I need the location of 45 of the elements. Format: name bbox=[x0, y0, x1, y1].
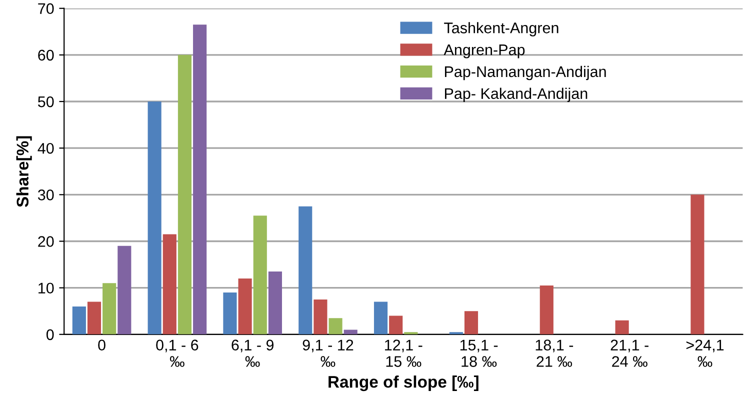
y-tick-label: 50 bbox=[38, 96, 54, 108]
bar bbox=[389, 316, 403, 334]
bar bbox=[298, 206, 312, 334]
x-tick-label: 0 bbox=[98, 340, 106, 350]
x-tick-label: 12,1 - 15 ‰ bbox=[385, 340, 422, 367]
y-tick-label: 40 bbox=[38, 142, 54, 154]
bar bbox=[118, 246, 132, 334]
bar bbox=[102, 283, 116, 334]
legend-label: Pap- Kakand-Andijan bbox=[444, 88, 588, 102]
x-tick-label: 15,1 - 18 ‰ bbox=[460, 340, 498, 367]
bar bbox=[223, 292, 237, 334]
bar bbox=[162, 234, 176, 334]
bar bbox=[72, 306, 86, 334]
legend-label: Tashkent-Angren bbox=[444, 22, 558, 36]
bar bbox=[328, 318, 342, 334]
bar bbox=[314, 299, 328, 334]
bar bbox=[87, 302, 102, 334]
y-tick-label: 60 bbox=[38, 50, 54, 61]
bar bbox=[540, 285, 554, 334]
legend-label: Pap-Namangan-Andijan bbox=[444, 66, 606, 80]
y-tick-label: 70 bbox=[38, 3, 54, 14]
x-tick-label: >24,1 ‰ bbox=[686, 340, 724, 367]
x-tick-label: 9,1 - 12 ‰ bbox=[302, 340, 354, 367]
x-tick-label: 6,1 - 9 ‰ bbox=[232, 340, 274, 367]
y-axis-title: Share[%] bbox=[16, 136, 32, 208]
bar bbox=[464, 311, 478, 334]
bar bbox=[344, 330, 358, 334]
x-axis-title: Range of slope [‰] bbox=[328, 376, 478, 392]
bar bbox=[615, 320, 629, 334]
bar bbox=[238, 278, 252, 334]
x-tick-label: 0,1 - 6 ‰ bbox=[156, 340, 198, 367]
bar bbox=[690, 194, 704, 334]
x-tick-label: 21,1 - 24 ‰ bbox=[610, 340, 648, 367]
bar bbox=[193, 24, 207, 334]
y-tick-label: 0 bbox=[46, 329, 54, 340]
y-tick-label: 30 bbox=[38, 190, 54, 200]
bar bbox=[148, 102, 162, 334]
legend-label: Angren-Pap bbox=[444, 44, 525, 58]
y-tick-label: 10 bbox=[38, 282, 54, 294]
x-tick-label: 18,1 - 21 ‰ bbox=[536, 340, 574, 367]
bar bbox=[374, 302, 388, 334]
bar bbox=[178, 54, 192, 334]
bar bbox=[268, 272, 282, 334]
bar bbox=[253, 216, 267, 334]
y-tick-label: 20 bbox=[38, 236, 54, 247]
